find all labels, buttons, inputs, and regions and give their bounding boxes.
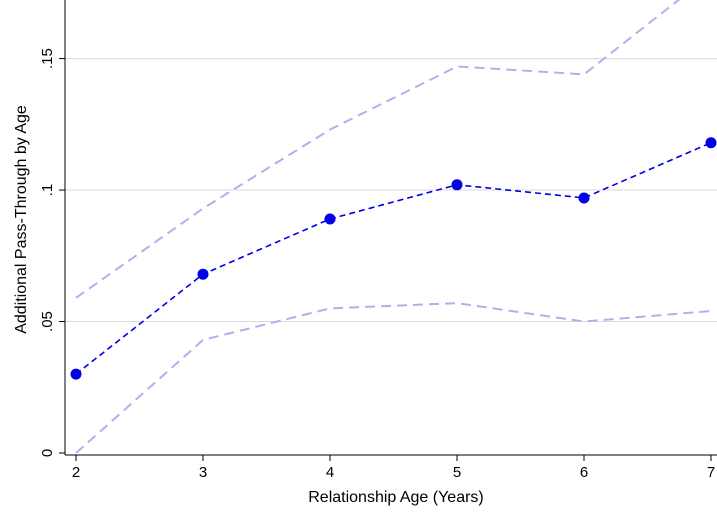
data-point-3	[197, 268, 209, 280]
x-tick-label-2: 4	[326, 464, 334, 481]
series-line-estimate	[75, 141, 712, 375]
x-axis-title: Relationship Age (Years)	[308, 489, 484, 506]
y-tick-label-3: .15	[39, 48, 56, 69]
x-tick-label-4: 6	[580, 464, 588, 481]
y-axis-ticks: 0 .05 .1 .15	[39, 48, 65, 457]
y-tick-label-2: .1	[39, 184, 56, 197]
y-tick-label-0: 0	[39, 449, 56, 457]
x-tick-label-0: 2	[72, 464, 80, 481]
data-point-6	[578, 192, 590, 204]
y-tick-label-1: .05	[39, 311, 56, 332]
series-line-lower-ci	[75, 302, 712, 454]
series-layer	[70, 0, 717, 454]
x-tick-label-3: 5	[453, 464, 461, 481]
x-tick-label-1: 3	[199, 464, 207, 481]
x-axis-ticks: 2 3 4 5 6 7	[72, 455, 715, 481]
data-point-5	[451, 179, 463, 191]
x-tick-label-5: 7	[707, 464, 715, 481]
series-line-upper-ci	[75, 0, 681, 299]
data-point-7	[705, 137, 717, 149]
data-point-4	[324, 213, 336, 225]
data-point-2	[70, 368, 82, 380]
y-axis-title: Additional Pass-Through by Age	[13, 105, 30, 334]
gridlines	[65, 58, 717, 323]
